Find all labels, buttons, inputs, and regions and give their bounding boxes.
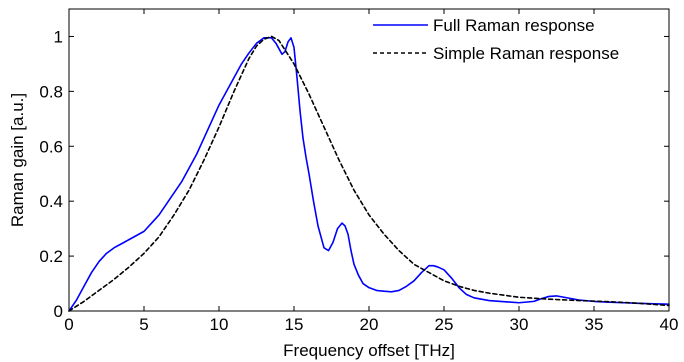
x-tick-label: 10 — [210, 315, 229, 334]
x-axis-label: Frequency offset [THz] — [283, 341, 455, 360]
y-tick-label: 0.4 — [39, 192, 63, 211]
x-tick-label: 25 — [435, 315, 454, 334]
y-tick-label: 0.6 — [39, 137, 63, 156]
x-tick-label: 20 — [360, 315, 379, 334]
x-tick-label: 15 — [285, 315, 304, 334]
y-tick-label: 0.2 — [39, 247, 63, 266]
y-tick-label: 1 — [54, 27, 63, 46]
x-tick-label: 0 — [64, 315, 73, 334]
x-tick-label: 5 — [139, 315, 148, 334]
y-axis-label: Raman gain [a.u.] — [8, 93, 27, 227]
legend-label-full-raman: Full Raman response — [433, 16, 595, 35]
x-tick-label: 40 — [660, 315, 679, 334]
legend-label-simple-raman: Simple Raman response — [433, 44, 619, 63]
y-tick-label: 0.8 — [39, 82, 63, 101]
x-tick-label: 35 — [585, 315, 604, 334]
y-tick-label: 0 — [54, 302, 63, 321]
x-tick-label: 30 — [510, 315, 529, 334]
